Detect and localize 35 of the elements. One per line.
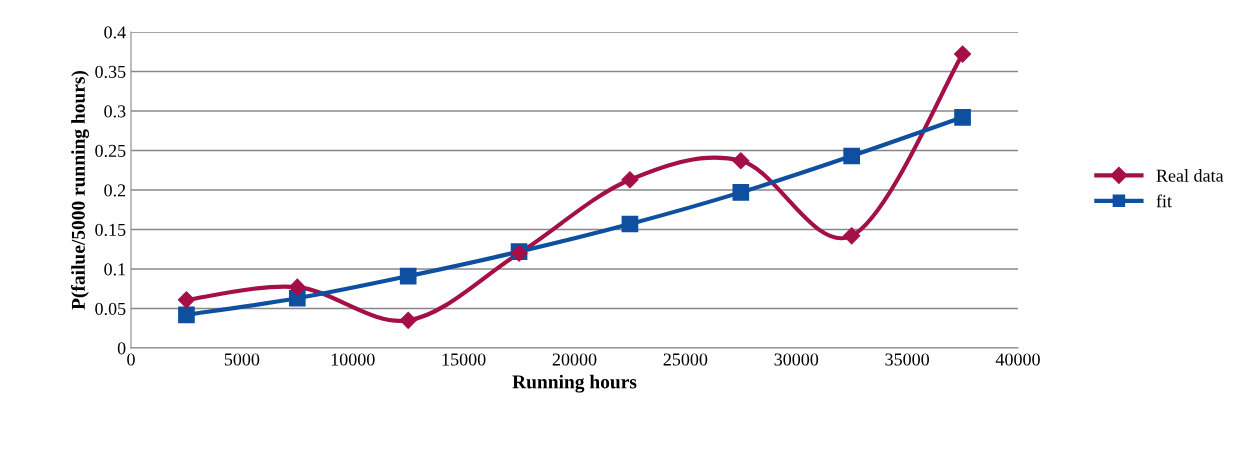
x-tick-label: 5000 <box>224 353 260 366</box>
point <box>732 152 750 170</box>
point <box>843 147 861 165</box>
x-tick-label: 0 <box>127 353 135 366</box>
point <box>843 227 861 245</box>
y-tick-label: 0.1 <box>104 263 126 276</box>
point <box>621 215 639 233</box>
y-tick-label: 0.15 <box>95 223 126 237</box>
y-tick-label: 0.3 <box>104 105 126 118</box>
y-tick-label: 0.4 <box>104 26 126 39</box>
y-tick-label: 0 <box>117 342 126 355</box>
y-tick-label: 0.35 <box>95 65 126 79</box>
y-tick-label: 0.2 <box>104 184 126 197</box>
x-tick-label: 30000 <box>774 353 819 366</box>
point <box>178 306 195 324</box>
legend-label: fit <box>1156 194 1172 208</box>
point <box>177 291 195 309</box>
point <box>288 278 306 296</box>
x-tick-label: 15000 <box>442 353 486 366</box>
x-tick-label: 25000 <box>663 353 708 366</box>
x-tick-label: 10000 <box>331 353 375 366</box>
point <box>621 171 639 189</box>
y-tick-label: 0.05 <box>95 302 126 316</box>
x-tick-label: 40000 <box>995 353 1040 366</box>
x-tick-label: 35000 <box>885 353 930 366</box>
y-axis-title: P(failue/5000 running hours) <box>71 70 89 310</box>
point <box>399 311 417 329</box>
point <box>399 267 417 285</box>
y-tick-label: 0.25 <box>95 144 126 158</box>
legend-label: Real data <box>1156 169 1224 182</box>
x-axis-title: Running hours <box>512 374 637 393</box>
x-tick-label: 20000 <box>552 353 597 366</box>
point <box>954 45 972 63</box>
point <box>732 184 750 201</box>
point <box>954 108 971 126</box>
